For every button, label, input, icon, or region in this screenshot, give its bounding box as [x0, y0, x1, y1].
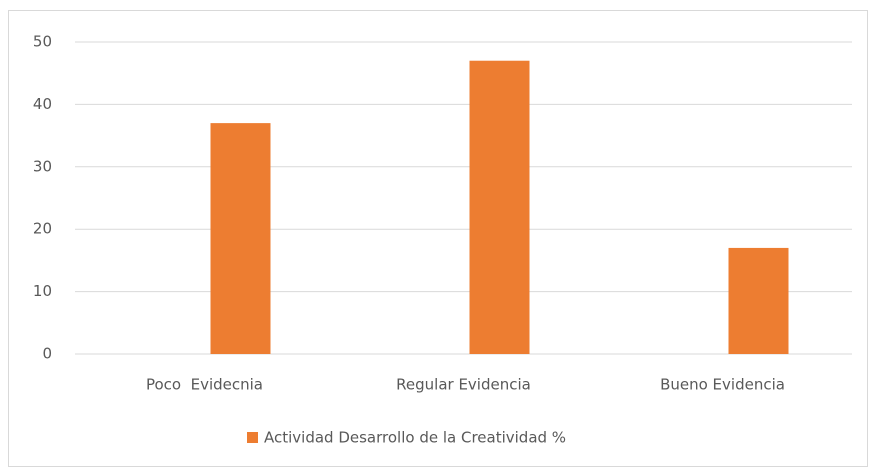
chart-frame — [8, 10, 868, 467]
bar — [469, 60, 530, 354]
bar — [210, 123, 271, 355]
x-tick-label: Poco Evidecnia — [146, 376, 263, 394]
y-tick-label: 50 — [33, 33, 52, 51]
x-tick-label: Regular Evidencia — [396, 376, 531, 394]
y-tick-label: 10 — [33, 282, 52, 300]
y-tick-label: 0 — [42, 345, 52, 363]
legend-swatch — [247, 432, 258, 443]
x-tick-label: Bueno Evidencia — [660, 376, 785, 394]
y-tick-label: 40 — [33, 95, 52, 113]
y-tick-label: 20 — [33, 220, 52, 238]
y-tick-label: 30 — [33, 157, 52, 175]
legend-label: Actividad Desarrollo de la Creatividad % — [264, 429, 566, 447]
bar — [728, 247, 789, 354]
